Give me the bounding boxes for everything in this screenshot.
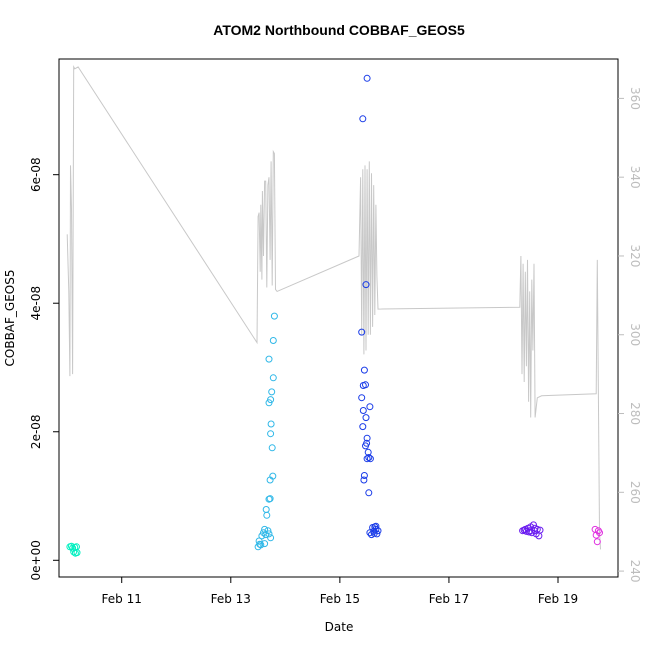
data-point <box>360 472 368 479</box>
data-point <box>365 454 373 461</box>
data-point <box>366 455 374 463</box>
data-point <box>267 534 275 542</box>
y2-tick-label: 320 <box>628 245 642 268</box>
data-point <box>358 328 366 336</box>
data-point <box>73 549 81 557</box>
data-point <box>262 531 270 539</box>
data-point <box>531 524 539 532</box>
data-point <box>267 430 275 438</box>
data-point <box>359 115 367 123</box>
y-tick-label: 4e-08 <box>29 286 43 321</box>
data-point <box>266 495 274 503</box>
y-tick-label: 0e+00 <box>29 540 43 580</box>
data-point <box>268 388 276 396</box>
data-point <box>267 420 275 428</box>
data-point <box>261 525 269 533</box>
points-layer <box>66 74 603 557</box>
y2-tick-label: 260 <box>628 481 642 504</box>
data-point <box>362 442 369 450</box>
x-axis-label: Date <box>325 620 354 634</box>
y-axis-label: COBBAF_GEOS5 <box>3 270 17 367</box>
data-point <box>269 337 277 344</box>
data-point <box>257 541 265 549</box>
data-point <box>269 374 277 382</box>
x-tick-label: Feb 17 <box>429 592 469 606</box>
x-tick-label: Feb 19 <box>538 592 578 606</box>
data-point <box>372 522 380 530</box>
y-axis-left: 0e+00 2e-08 4e-08 6e-08 <box>29 157 59 580</box>
data-point <box>363 74 371 82</box>
data-point <box>363 455 371 463</box>
x-tick-label: Feb 15 <box>320 592 360 606</box>
data-point <box>362 414 370 422</box>
data-point <box>263 511 271 519</box>
data-point <box>270 312 278 320</box>
secondary-line-layer <box>66 65 601 550</box>
data-point <box>362 381 369 389</box>
y2-tick-label: 360 <box>628 87 642 110</box>
data-point <box>359 423 367 431</box>
data-point <box>264 527 272 535</box>
data-point <box>596 529 603 537</box>
data-point <box>268 444 276 452</box>
x-tick-label: Feb 13 <box>211 592 251 606</box>
data-point <box>359 407 367 414</box>
data-point <box>265 355 273 363</box>
series-group-4 <box>519 521 544 540</box>
data-point <box>593 538 601 546</box>
y2-tick-label: 240 <box>628 560 642 583</box>
data-point <box>360 476 368 484</box>
data-point <box>364 448 372 456</box>
data-point <box>265 530 273 538</box>
series-group-5 <box>591 525 603 546</box>
data-point <box>261 540 269 548</box>
data-point <box>366 403 374 411</box>
x-tick-label: Feb 11 <box>102 592 142 606</box>
y-tick-label: 6e-08 <box>29 157 43 192</box>
data-point <box>256 540 264 548</box>
y2-tick-label: 280 <box>628 402 642 425</box>
plot-area-frame <box>58 58 619 578</box>
secondary-series-line <box>66 65 601 550</box>
data-point <box>360 366 368 374</box>
y-axis-right: 240 260 280 300 320 340 360 <box>618 87 642 583</box>
data-point <box>262 506 270 513</box>
y-tick-label: 2e-08 <box>29 414 43 449</box>
data-point <box>368 531 375 539</box>
data-point <box>373 530 381 538</box>
chart-title: ATOM2 Northbound COBBAF_GEOS5 <box>213 22 465 38</box>
series-group-2 <box>254 312 278 551</box>
data-point <box>267 396 275 404</box>
data-point <box>358 394 366 402</box>
data-point <box>362 281 370 289</box>
data-point <box>269 472 277 480</box>
y2-tick-label: 300 <box>628 323 642 346</box>
x-axis: Feb 11 Feb 13 Feb 15 Feb 17 Feb 19 <box>102 577 578 606</box>
series-group-3 <box>358 74 382 539</box>
data-point <box>363 434 371 442</box>
data-point <box>365 489 373 497</box>
series-group-1 <box>66 542 81 557</box>
y2-tick-label: 340 <box>628 166 642 189</box>
data-point <box>70 548 78 556</box>
